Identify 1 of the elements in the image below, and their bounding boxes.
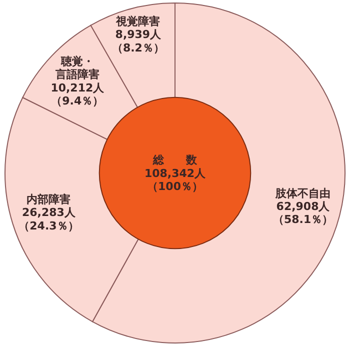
annotation: 総 数108,342人（100％） — [144, 154, 206, 194]
